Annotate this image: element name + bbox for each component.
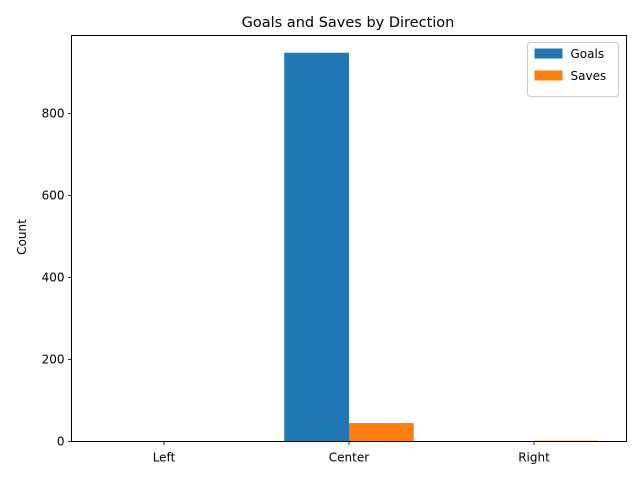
y-tick-label: 800 (42, 106, 65, 120)
y-ticks-group: 0 200 400 600 800 (42, 106, 72, 449)
x-tick-label: Center (329, 451, 369, 465)
x-tick-label: Left (153, 451, 176, 465)
bar-goals-center (284, 52, 349, 442)
y-tick-label: 400 (42, 270, 65, 284)
x-ticks-group: Left Center Right (153, 441, 550, 465)
x-tick-label: Right (518, 451, 550, 465)
y-tick-label: 0 (57, 435, 65, 449)
legend-label-saves: Saves (571, 69, 607, 83)
legend-label-goals: Goals (571, 47, 605, 61)
chart-title: Goals and Saves by Direction (242, 15, 455, 31)
y-tick-label: 200 (42, 352, 65, 366)
y-axis-label: Count (15, 219, 29, 255)
legend: Goals Saves (527, 42, 619, 97)
legend-swatch-saves (534, 70, 563, 81)
bars-group (284, 52, 599, 442)
plot-frame (71, 35, 627, 442)
bar-saves-center (349, 423, 414, 442)
legend-swatch-goals (534, 48, 563, 59)
y-tick-label: 600 (42, 188, 65, 202)
